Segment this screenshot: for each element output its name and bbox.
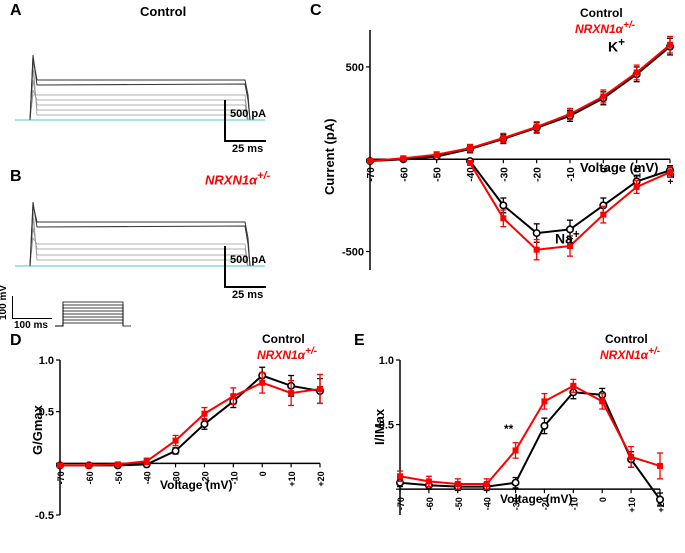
panel-c-xlabel: Voltage (mV) xyxy=(580,160,659,175)
stim-v-label: 100 mV xyxy=(0,285,9,320)
panel-a-scale-h xyxy=(224,140,266,142)
svg-text:-50: -50 xyxy=(433,167,444,182)
svg-text:0: 0 xyxy=(258,471,268,476)
svg-text:-50: -50 xyxy=(114,471,124,484)
panel-d-label: D xyxy=(10,332,22,350)
panel-d-ylabel: G/Gmax xyxy=(30,405,45,455)
panel-a-title: Control xyxy=(140,4,186,19)
panel-c-label: C xyxy=(310,2,322,20)
panel-e-xlabel: Voltage (mV) xyxy=(500,492,572,506)
svg-text:1.0: 1.0 xyxy=(39,355,54,367)
panel-c-legend-control: Control xyxy=(580,6,623,20)
panel-d-chart: -0.50.51.0-70-60-50-40-30-20-100+10+20 xyxy=(30,350,330,545)
panel-a-traces xyxy=(15,40,265,140)
panel-e-chart: 0.51.0-70-60-50-40-30-20-100+10+20 xyxy=(370,350,670,545)
stim-h-label: 100 ms xyxy=(14,320,48,331)
svg-text:-70: -70 xyxy=(56,471,66,484)
svg-text:+10: +10 xyxy=(287,471,297,486)
svg-text:1.0: 1.0 xyxy=(379,355,394,367)
panel-c-ylabel: Current (pA) xyxy=(322,118,337,195)
svg-text:-40: -40 xyxy=(483,497,493,510)
panel-a-label: A xyxy=(10,2,22,20)
panel-b-scale-h-label: 25 ms xyxy=(232,289,263,301)
stim-waveform xyxy=(55,298,135,328)
svg-text:0: 0 xyxy=(598,497,608,502)
panel-e-label: E xyxy=(354,332,365,350)
panel-b-title-suffix: +/- xyxy=(257,170,270,182)
svg-text:-70: -70 xyxy=(366,167,377,182)
panel-b-scale-v-label: 500 pA xyxy=(230,254,266,266)
svg-text:-50: -50 xyxy=(454,497,464,510)
svg-text:-0.5: -0.5 xyxy=(35,510,54,522)
svg-text:-40: -40 xyxy=(143,471,153,484)
panel-d-legend-control: Control xyxy=(262,332,305,346)
svg-text:-60: -60 xyxy=(85,471,95,484)
svg-text:-60: -60 xyxy=(425,497,435,510)
panel-b-traces xyxy=(15,186,265,286)
panel-d-xlabel: Voltage (mV) xyxy=(160,478,232,492)
panel-e-sig: ** xyxy=(504,422,513,436)
panel-c-na-label: Na+ xyxy=(555,228,580,247)
svg-text:-20: -20 xyxy=(533,167,544,182)
panel-a-scale-v-label: 500 pA xyxy=(230,108,266,120)
panel-c-k-label: K+ xyxy=(608,36,625,55)
svg-text:-30: -30 xyxy=(499,167,510,182)
svg-text:+20: +20 xyxy=(316,471,326,486)
svg-text:-500: -500 xyxy=(342,247,364,259)
stim-scale-v xyxy=(12,296,13,318)
panel-e-ylabel: I/IMax xyxy=(372,409,387,445)
panel-b-title: NRXN1α+/- xyxy=(205,170,270,187)
panel-a-scale-v xyxy=(224,100,226,140)
panel-b-label: B xyxy=(10,168,22,186)
panel-b-scale-v xyxy=(224,246,226,286)
svg-text:-60: -60 xyxy=(399,167,410,182)
panel-b-scale-h xyxy=(224,286,266,288)
svg-text:500: 500 xyxy=(346,62,364,74)
svg-text:+10: +10 xyxy=(627,497,637,512)
svg-text:-70: -70 xyxy=(396,497,406,510)
svg-text:-10: -10 xyxy=(566,167,577,182)
figure-root: A B C D E Control 500 pA 25 ms NRXN1α+/- xyxy=(0,0,685,553)
panel-a-scale-h-label: 25 ms xyxy=(232,143,263,155)
panel-e-legend-control: Control xyxy=(605,332,648,346)
stim-scale-h xyxy=(12,318,52,319)
